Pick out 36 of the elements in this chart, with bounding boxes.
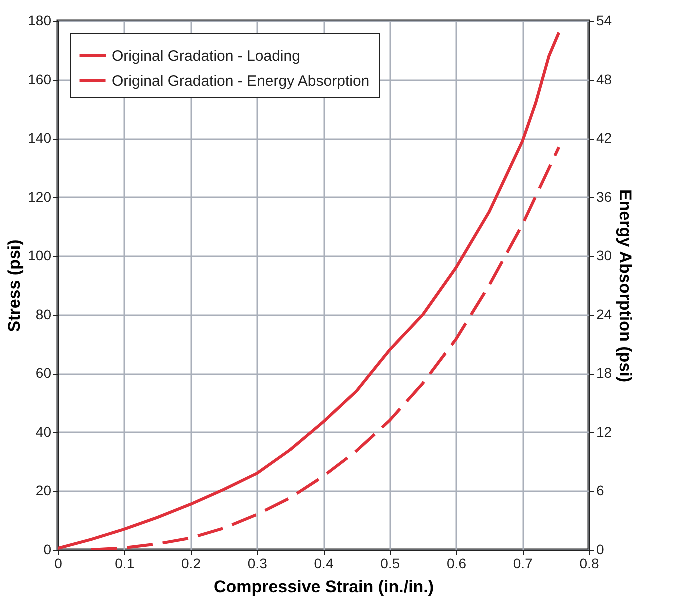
y-tick-label: 180 xyxy=(28,12,52,28)
y2-axis-title: Energy Absorption (psi) xyxy=(616,190,636,382)
x-tick-label: 0.3 xyxy=(248,556,268,572)
x-tick-label: 0.7 xyxy=(513,556,534,572)
y2-tick-label: 12 xyxy=(596,424,612,440)
y2-tick-label: 6 xyxy=(596,482,604,499)
y2-tick-label: 54 xyxy=(596,12,612,28)
y2-tick-label: 24 xyxy=(596,306,612,322)
line-series xyxy=(58,31,561,550)
y-axis-title: Stress (psi) xyxy=(5,240,24,332)
y-tick-label: 140 xyxy=(28,130,52,146)
line-series xyxy=(90,146,561,550)
y-tick-label: 100 xyxy=(28,248,52,264)
y2-tick-label: 18 xyxy=(596,365,612,382)
x-tick-label: 0.2 xyxy=(182,556,202,572)
y-tick-label: 0 xyxy=(44,542,52,558)
y2-tick-label: 42 xyxy=(596,130,612,146)
x-tick-label: 0 xyxy=(54,556,63,572)
y2-tick-label: 0 xyxy=(596,542,604,558)
x-tick-label: 0.1 xyxy=(115,556,135,572)
x-axis-title: Compressive Strain (in./in.) xyxy=(214,578,434,596)
legend-label: Original Gradation - Loading xyxy=(112,48,300,65)
legend-label: Original Gradation - Energy Absorption xyxy=(112,73,370,90)
x-tick-label: 0.8 xyxy=(580,556,600,572)
x-tick-label: 0.6 xyxy=(447,556,467,572)
y-tick-label: 60 xyxy=(36,365,52,382)
y2-tick-label: 48 xyxy=(596,71,612,88)
y-tick-label: 20 xyxy=(36,482,52,499)
y2-tick-label: 30 xyxy=(596,248,612,264)
y-tick-label: 120 xyxy=(28,188,52,205)
y-tick-label: 40 xyxy=(36,424,52,440)
y-tick-label: 160 xyxy=(28,71,52,88)
y2-tick-label: 36 xyxy=(596,188,612,205)
x-tick-label: 0.4 xyxy=(314,556,334,572)
x-tick-label: 0.5 xyxy=(380,556,400,572)
y-tick-label: 80 xyxy=(36,306,52,322)
